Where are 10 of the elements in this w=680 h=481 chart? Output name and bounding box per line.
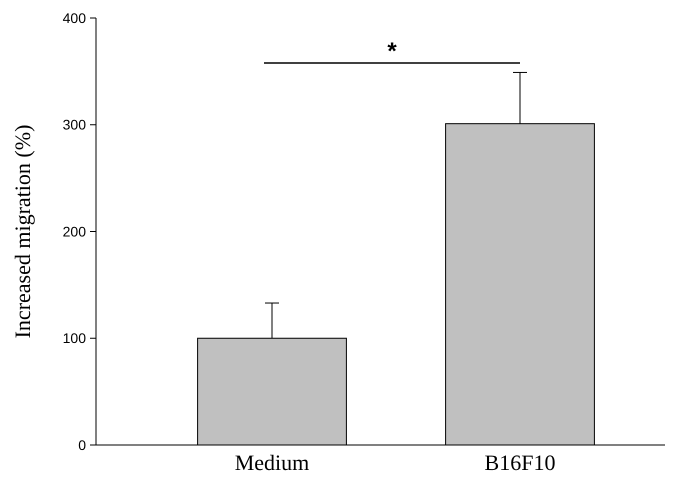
y-tick-label: 300 bbox=[62, 116, 86, 133]
y-tick-label: 200 bbox=[62, 223, 86, 240]
x-tick-label: Medium bbox=[234, 450, 310, 475]
significance-bracket: * bbox=[264, 38, 520, 65]
y-tick-label: 400 bbox=[62, 10, 86, 26]
x-tick-label: B16F10 bbox=[484, 450, 556, 475]
annotation: * bbox=[387, 38, 398, 65]
y-tick-label: 100 bbox=[62, 330, 86, 346]
y-axis-title: Increased migration (%) bbox=[10, 124, 35, 338]
y-tick-label: 0 bbox=[78, 436, 86, 453]
